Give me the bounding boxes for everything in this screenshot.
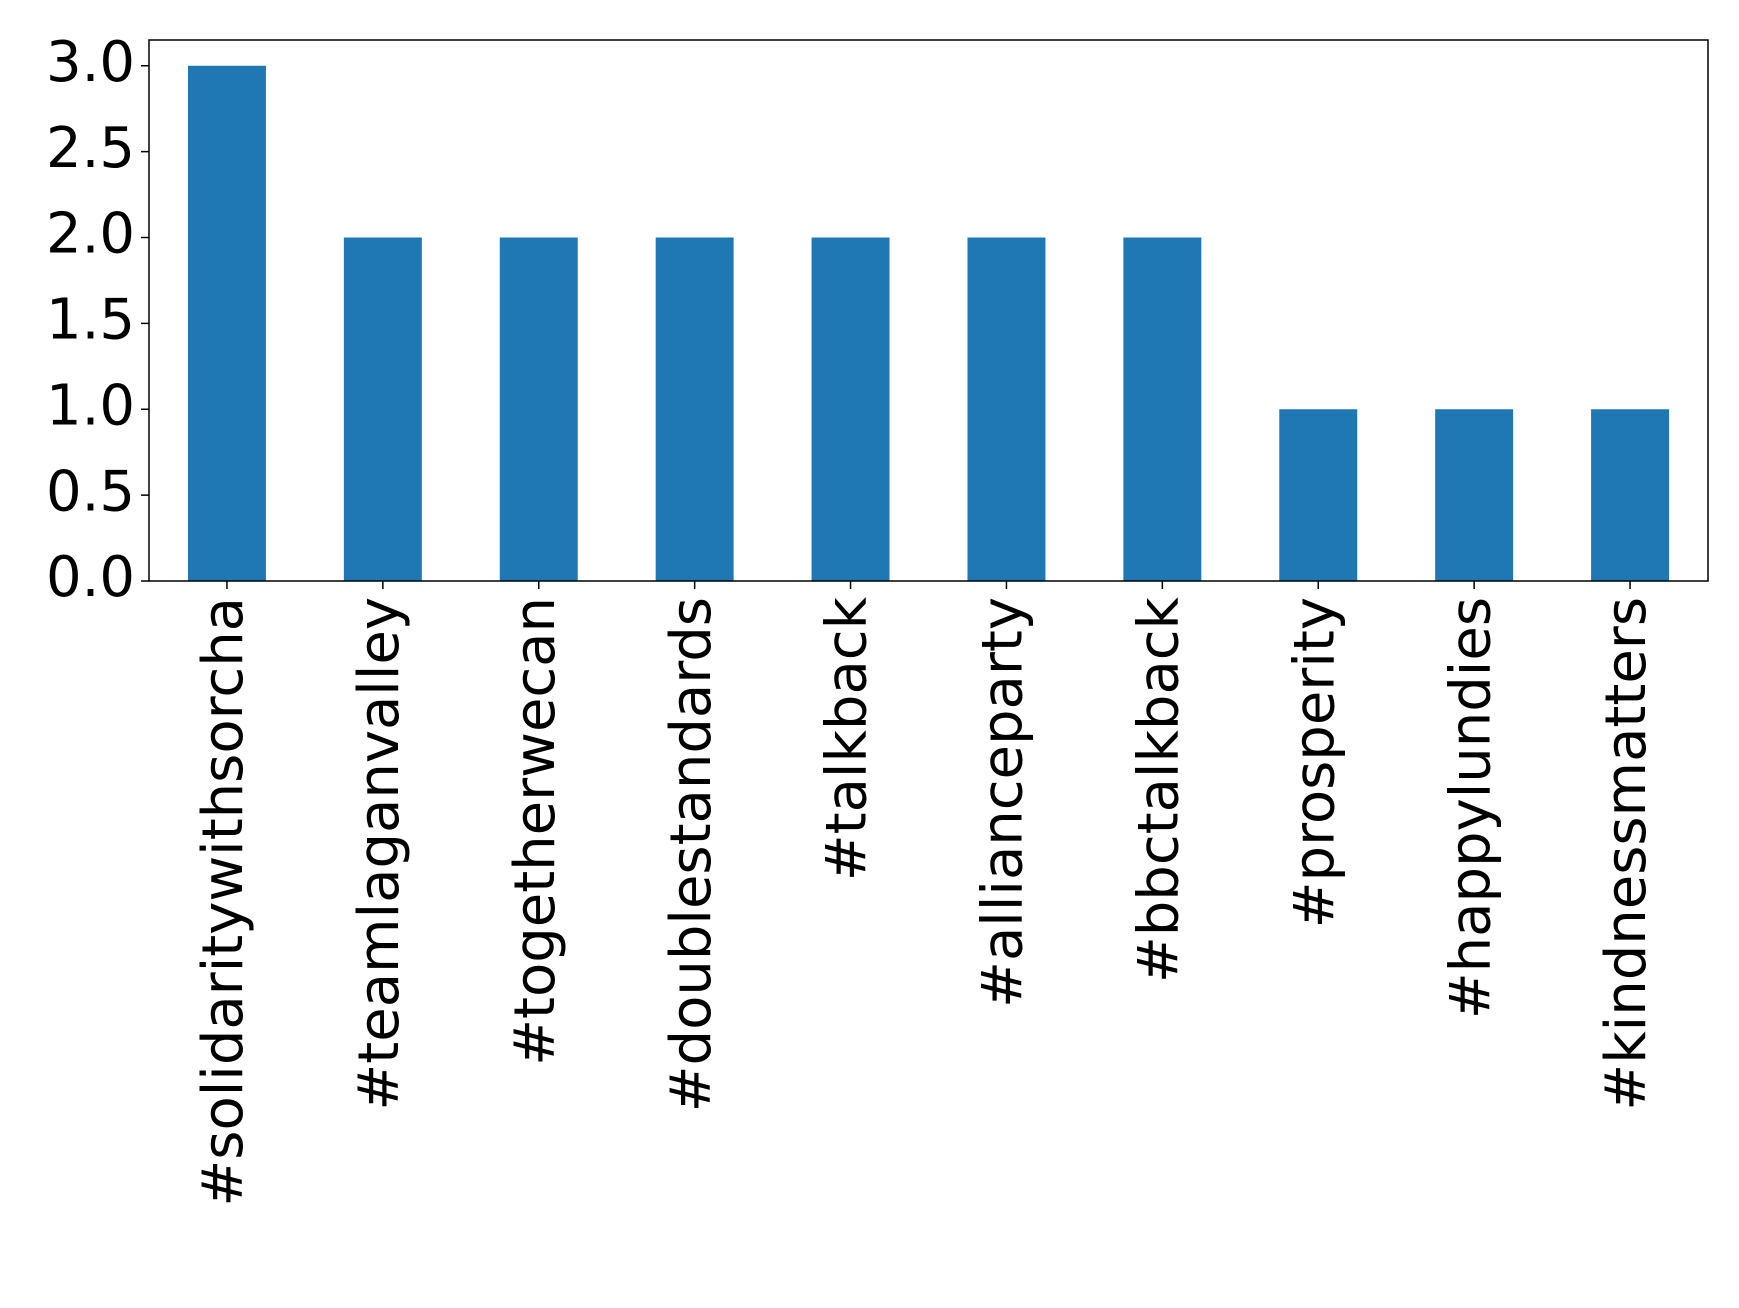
y-tick-label: 1.0 bbox=[46, 373, 135, 438]
bar bbox=[967, 237, 1046, 581]
x-tick-label: #solidaritywithsorcha bbox=[191, 597, 256, 1207]
y-tick-label: 2.0 bbox=[46, 202, 135, 267]
x-tick-label: #prosperity bbox=[1282, 597, 1347, 928]
bar bbox=[655, 237, 734, 581]
bar bbox=[1591, 409, 1670, 581]
bar bbox=[499, 237, 578, 581]
x-tick-label: #togetherwecan bbox=[503, 597, 568, 1066]
y-tick-label: 2.5 bbox=[46, 116, 135, 181]
bar bbox=[1123, 237, 1202, 581]
bar bbox=[343, 237, 422, 581]
bar bbox=[1435, 409, 1514, 581]
bar bbox=[187, 65, 266, 581]
y-tick-label: 0.0 bbox=[46, 545, 135, 610]
x-tick-label: #doublestandards bbox=[659, 597, 724, 1112]
x-tick-label: #allianceparty bbox=[971, 597, 1036, 1008]
y-tick-label: 1.5 bbox=[46, 288, 135, 353]
x-tick-label: #kindnessmatters bbox=[1594, 597, 1659, 1111]
bar bbox=[1279, 409, 1358, 581]
x-tick-label: #teamlaganvalley bbox=[347, 597, 412, 1111]
y-tick-label: 0.5 bbox=[46, 459, 135, 524]
x-tick-label: #talkback bbox=[815, 596, 880, 881]
x-tick-label: #happylundies bbox=[1438, 597, 1503, 1019]
plot-frame bbox=[148, 39, 1709, 582]
y-tick-label: 3.0 bbox=[46, 30, 135, 95]
x-tick-label: #bbctalkback bbox=[1126, 596, 1191, 983]
bar bbox=[811, 237, 890, 581]
